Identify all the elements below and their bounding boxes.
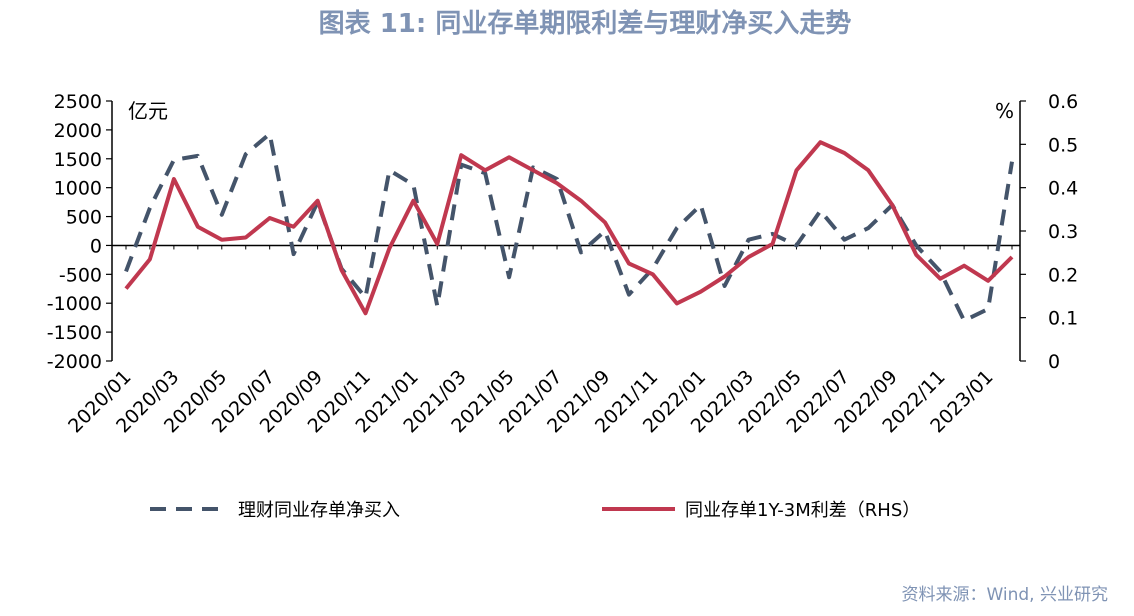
x-axis: 2020/012020/032020/052020/072020/092020/… bbox=[64, 244, 1020, 437]
chart-title: 图表 11: 同业存单期限利差与理财净买入走势 bbox=[319, 8, 852, 39]
legend-label-term-spread: 同业存单1Y-3M利差（RHS） bbox=[685, 500, 920, 521]
series-line-term-spread bbox=[124, 140, 1014, 316]
left-tick-label: -500 bbox=[59, 264, 102, 286]
right-tick-label: 0.1 bbox=[1048, 308, 1078, 330]
right-tick-label: 0.3 bbox=[1048, 221, 1078, 243]
right-tick-label: 0.5 bbox=[1048, 134, 1078, 156]
right-tick-label: 0.6 bbox=[1048, 91, 1078, 113]
left-tick-label: 0 bbox=[90, 235, 102, 257]
right-tick-label: 0 bbox=[1048, 351, 1060, 373]
left-y-axis: 2500 2000 1500 1000 500 0 -500 -1000 -1500 -2000 bbox=[47, 91, 113, 373]
right-tick-label: 0.2 bbox=[1048, 264, 1078, 286]
source-note: 资料来源：Wind, 兴业研究 bbox=[901, 585, 1108, 605]
legend: 理财同业存单净买入 同业存单1Y-3M利差（RHS） bbox=[150, 500, 920, 521]
left-tick-label: -2000 bbox=[47, 351, 102, 373]
left-tick-label: 500 bbox=[66, 207, 102, 229]
left-tick-label: 2500 bbox=[54, 91, 102, 113]
legend-label-wealth-net-buy: 理财同业存单净买入 bbox=[238, 500, 400, 521]
plot-area bbox=[124, 131, 1014, 323]
right-axis-unit: % bbox=[995, 99, 1014, 123]
left-tick-label: -1000 bbox=[47, 293, 102, 315]
left-tick-label: 1500 bbox=[54, 149, 102, 171]
right-y-axis: 0.6 0.5 0.4 0.3 0.2 0.1 0 bbox=[1019, 91, 1078, 373]
right-tick-label: 0.4 bbox=[1048, 178, 1078, 200]
series-line-wealth-net-buy bbox=[124, 131, 1014, 323]
left-tick-label: -1500 bbox=[47, 322, 102, 344]
left-tick-label: 1000 bbox=[54, 178, 102, 200]
left-axis-unit: 亿元 bbox=[128, 99, 168, 123]
left-tick-label: 2000 bbox=[54, 120, 102, 142]
